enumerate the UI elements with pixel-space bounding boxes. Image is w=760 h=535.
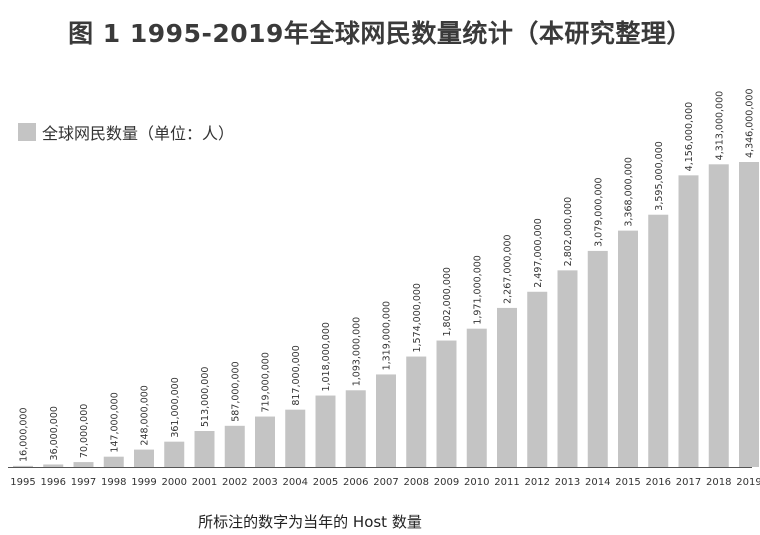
data-label-2019: 4,346,000,000 <box>745 88 756 158</box>
data-label-2003: 719,000,000 <box>261 352 272 412</box>
x-tick-label-2012: 2012 <box>525 477 550 488</box>
bar-2016 <box>648 214 669 467</box>
data-label-2018: 4,313,000,000 <box>714 91 725 161</box>
bar-1997 <box>73 462 94 467</box>
bar-2011 <box>497 307 517 467</box>
data-label-2008: 1,574,000,000 <box>412 283 423 353</box>
x-tick-label-2005: 2005 <box>313 477 338 488</box>
bar-2015 <box>618 230 638 467</box>
x-tick-label-2017: 2017 <box>676 477 701 488</box>
bar-1995 <box>13 465 33 467</box>
bar-2017 <box>678 175 699 467</box>
data-label-2005: 1,018,000,000 <box>321 322 332 392</box>
data-label-2017: 4,156,000,000 <box>684 102 695 172</box>
x-tick-label-2014: 2014 <box>585 477 610 488</box>
bar-1998 <box>103 456 124 467</box>
legend-label: 全球网民数量（单位：人） <box>42 124 235 143</box>
data-label-2012: 2,497,000,000 <box>533 218 544 288</box>
bar-2006 <box>345 390 366 467</box>
x-tick-label-2001: 2001 <box>192 477 217 488</box>
data-label-2010: 1,971,000,000 <box>472 255 483 325</box>
bar-2000 <box>164 441 185 467</box>
data-label-2015: 3,368,000,000 <box>624 157 635 227</box>
chart-title: 图 1 1995-2019年全球网民数量统计（本研究整理） <box>68 19 692 48</box>
data-label-2011: 2,267,000,000 <box>503 234 514 304</box>
bar-2007 <box>376 374 396 467</box>
x-tick-label-2009: 2009 <box>434 477 459 488</box>
x-tick-label-1999: 1999 <box>131 477 156 488</box>
data-label-1995: 16,000,000 <box>19 407 30 461</box>
data-label-2000: 361,000,000 <box>170 377 181 437</box>
x-tick-label-1997: 1997 <box>71 477 96 488</box>
data-label-1998: 147,000,000 <box>109 392 120 452</box>
bar-1996 <box>43 464 64 467</box>
x-tick-label-2006: 2006 <box>343 477 368 488</box>
bar-2010 <box>466 328 487 467</box>
bar-2001 <box>194 430 215 467</box>
bar-2014 <box>587 250 608 467</box>
data-label-1999: 248,000,000 <box>140 385 151 445</box>
x-tick-label-2015: 2015 <box>615 477 640 488</box>
data-label-2014: 3,079,000,000 <box>593 177 604 247</box>
x-tick-label-2008: 2008 <box>404 477 429 488</box>
data-label-2013: 2,802,000,000 <box>563 197 574 267</box>
x-tick-label-2000: 2000 <box>162 477 187 488</box>
x-tick-label-2019: 2019 <box>736 477 760 488</box>
x-tick-label-2016: 2016 <box>646 477 671 488</box>
data-label-1996: 36,000,000 <box>49 406 60 460</box>
bar-2012 <box>527 291 548 467</box>
data-label-2016: 3,595,000,000 <box>654 141 665 211</box>
legend: 全球网民数量（单位：人） <box>18 120 234 144</box>
bar-2009 <box>436 340 457 467</box>
bar-2018 <box>708 164 729 467</box>
bar-2013 <box>557 270 578 467</box>
x-tick-label-2018: 2018 <box>706 477 731 488</box>
bar-1999 <box>134 449 154 467</box>
x-tick-label-2013: 2013 <box>555 477 580 488</box>
x-tick-label-1995: 1995 <box>10 477 35 488</box>
data-label-1997: 70,000,000 <box>79 404 90 458</box>
bar-2003 <box>255 416 275 467</box>
bar-2019 <box>739 162 759 467</box>
x-tick-label-1996: 1996 <box>41 477 66 488</box>
x-tick-label-2002: 2002 <box>222 477 247 488</box>
bar-2008 <box>406 356 427 467</box>
bar-2004 <box>285 409 306 467</box>
bar-2002 <box>224 425 245 467</box>
x-tick-label-1998: 1998 <box>101 477 126 488</box>
x-tick-label-2004: 2004 <box>283 477 308 488</box>
x-tick-label-2011: 2011 <box>494 477 519 488</box>
data-label-2002: 587,000,000 <box>230 361 241 421</box>
data-label-2007: 1,319,000,000 <box>382 301 393 371</box>
x-tick-label-2003: 2003 <box>252 477 277 488</box>
data-label-2001: 513,000,000 <box>200 367 211 427</box>
bar-2005 <box>315 395 336 467</box>
legend-swatch <box>18 123 36 141</box>
data-label-2009: 1,802,000,000 <box>442 267 453 337</box>
data-label-2006: 1,093,000,000 <box>351 317 362 387</box>
chart-footnote: 所标注的数字为当年的 Host 数量 <box>198 513 422 531</box>
x-tick-label-2007: 2007 <box>373 477 398 488</box>
data-label-2004: 817,000,000 <box>291 345 302 405</box>
x-tick-label-2010: 2010 <box>464 477 489 488</box>
